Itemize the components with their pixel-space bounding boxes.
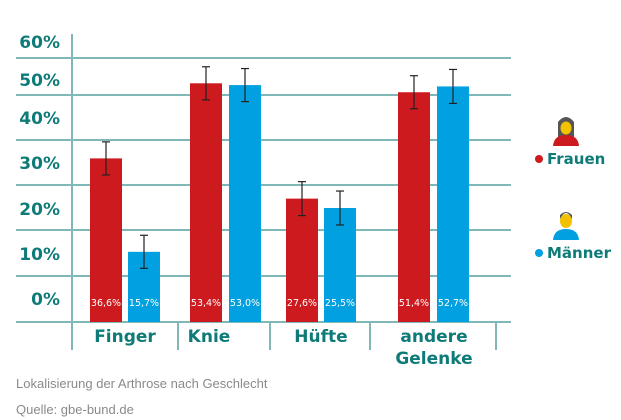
legend-marker: [535, 249, 543, 257]
y-tick-label: 60%: [19, 33, 60, 53]
bar-frauen: [90, 158, 122, 322]
chart-source: Quelle: gbe-bund.de: [16, 402, 134, 417]
data-label: 25,5%: [325, 298, 355, 309]
legend-label: Frauen: [547, 150, 605, 168]
category-label: Finger: [94, 327, 156, 347]
data-label: 51,4%: [399, 298, 429, 309]
data-label: 15,7%: [129, 298, 159, 309]
hair-icon: [560, 212, 572, 219]
data-label: 36,6%: [91, 298, 121, 309]
man-icon: [553, 229, 579, 240]
y-tick-label: 20%: [19, 200, 60, 220]
y-tick-label: 10%: [19, 245, 60, 265]
category-label: Knie: [188, 327, 231, 347]
legend-marker: [535, 155, 543, 163]
y-tick-label: 30%: [19, 154, 60, 174]
category-label: andere: [400, 327, 467, 347]
chart-caption: Lokalisierung der Arthrose nach Geschlec…: [16, 376, 268, 391]
y-tick-label: 50%: [19, 71, 60, 91]
data-label: 53,4%: [191, 298, 221, 309]
bar-frauen: [190, 83, 222, 322]
category-label: Gelenke: [395, 349, 472, 369]
face-icon: [560, 121, 572, 135]
woman-icon: [553, 135, 579, 146]
bar-männer: [437, 86, 469, 322]
face-icon: [560, 214, 572, 228]
y-tick-label: 40%: [19, 109, 60, 129]
bar-chart: 60% 50% 40% 30% 20% 10% 0% Finger Knie Hüfte ander…: [16, 33, 612, 369]
y-tick-label: 0%: [31, 290, 60, 310]
bar-frauen: [398, 92, 430, 322]
category-label: Hüfte: [294, 327, 347, 347]
bar-männer: [229, 85, 261, 322]
legend-label: Männer: [547, 244, 612, 262]
data-label: 53,0%: [230, 298, 260, 309]
data-label: 27,6%: [287, 298, 317, 309]
data-label: 52,7%: [438, 298, 468, 309]
bar-männer: [324, 208, 356, 322]
bar-frauen: [286, 198, 318, 322]
